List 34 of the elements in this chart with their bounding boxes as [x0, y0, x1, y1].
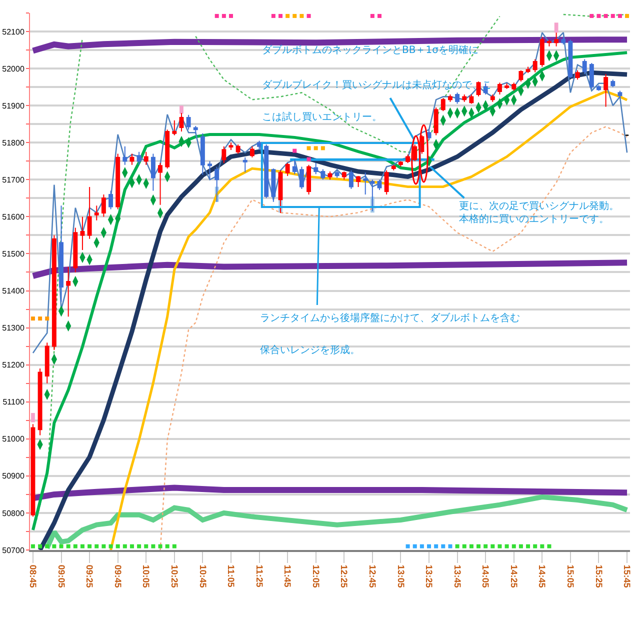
y-tick-label: 52100 [2, 27, 25, 36]
point [625, 14, 630, 18]
point [370, 14, 374, 18]
point [271, 14, 276, 18]
point [596, 14, 601, 18]
point [610, 14, 615, 18]
y-tick-label: 51200 [2, 360, 25, 370]
point [300, 14, 304, 18]
point [590, 14, 594, 18]
y-tick-label: 50800 [2, 508, 25, 518]
point [306, 14, 311, 18]
y-tick-label: 51000 [2, 434, 25, 444]
point [286, 14, 290, 18]
y-tick-label: 50700 [2, 546, 25, 555]
point [278, 14, 282, 18]
point [618, 14, 622, 18]
point [378, 14, 382, 18]
point [214, 14, 219, 18]
point [228, 14, 233, 18]
y-tick-label: 51500 [2, 250, 25, 259]
point [222, 14, 226, 18]
bar [554, 22, 558, 33]
y-tick-label: 51800 [2, 138, 25, 148]
y-tick-label: 50900 [2, 472, 25, 481]
y-tick-label: 51700 [2, 175, 25, 184]
y-tick-label: 51600 [2, 212, 25, 222]
y-tick-label: 51900 [2, 101, 25, 110]
y-tick-label: 51300 [2, 324, 25, 333]
y-tick-label: 51100 [2, 398, 25, 407]
candlestick [561, 36, 566, 45]
y-tick-label: 51400 [2, 286, 25, 296]
point [604, 14, 608, 18]
y-tick-label: 52000 [2, 64, 25, 74]
point [292, 14, 297, 18]
